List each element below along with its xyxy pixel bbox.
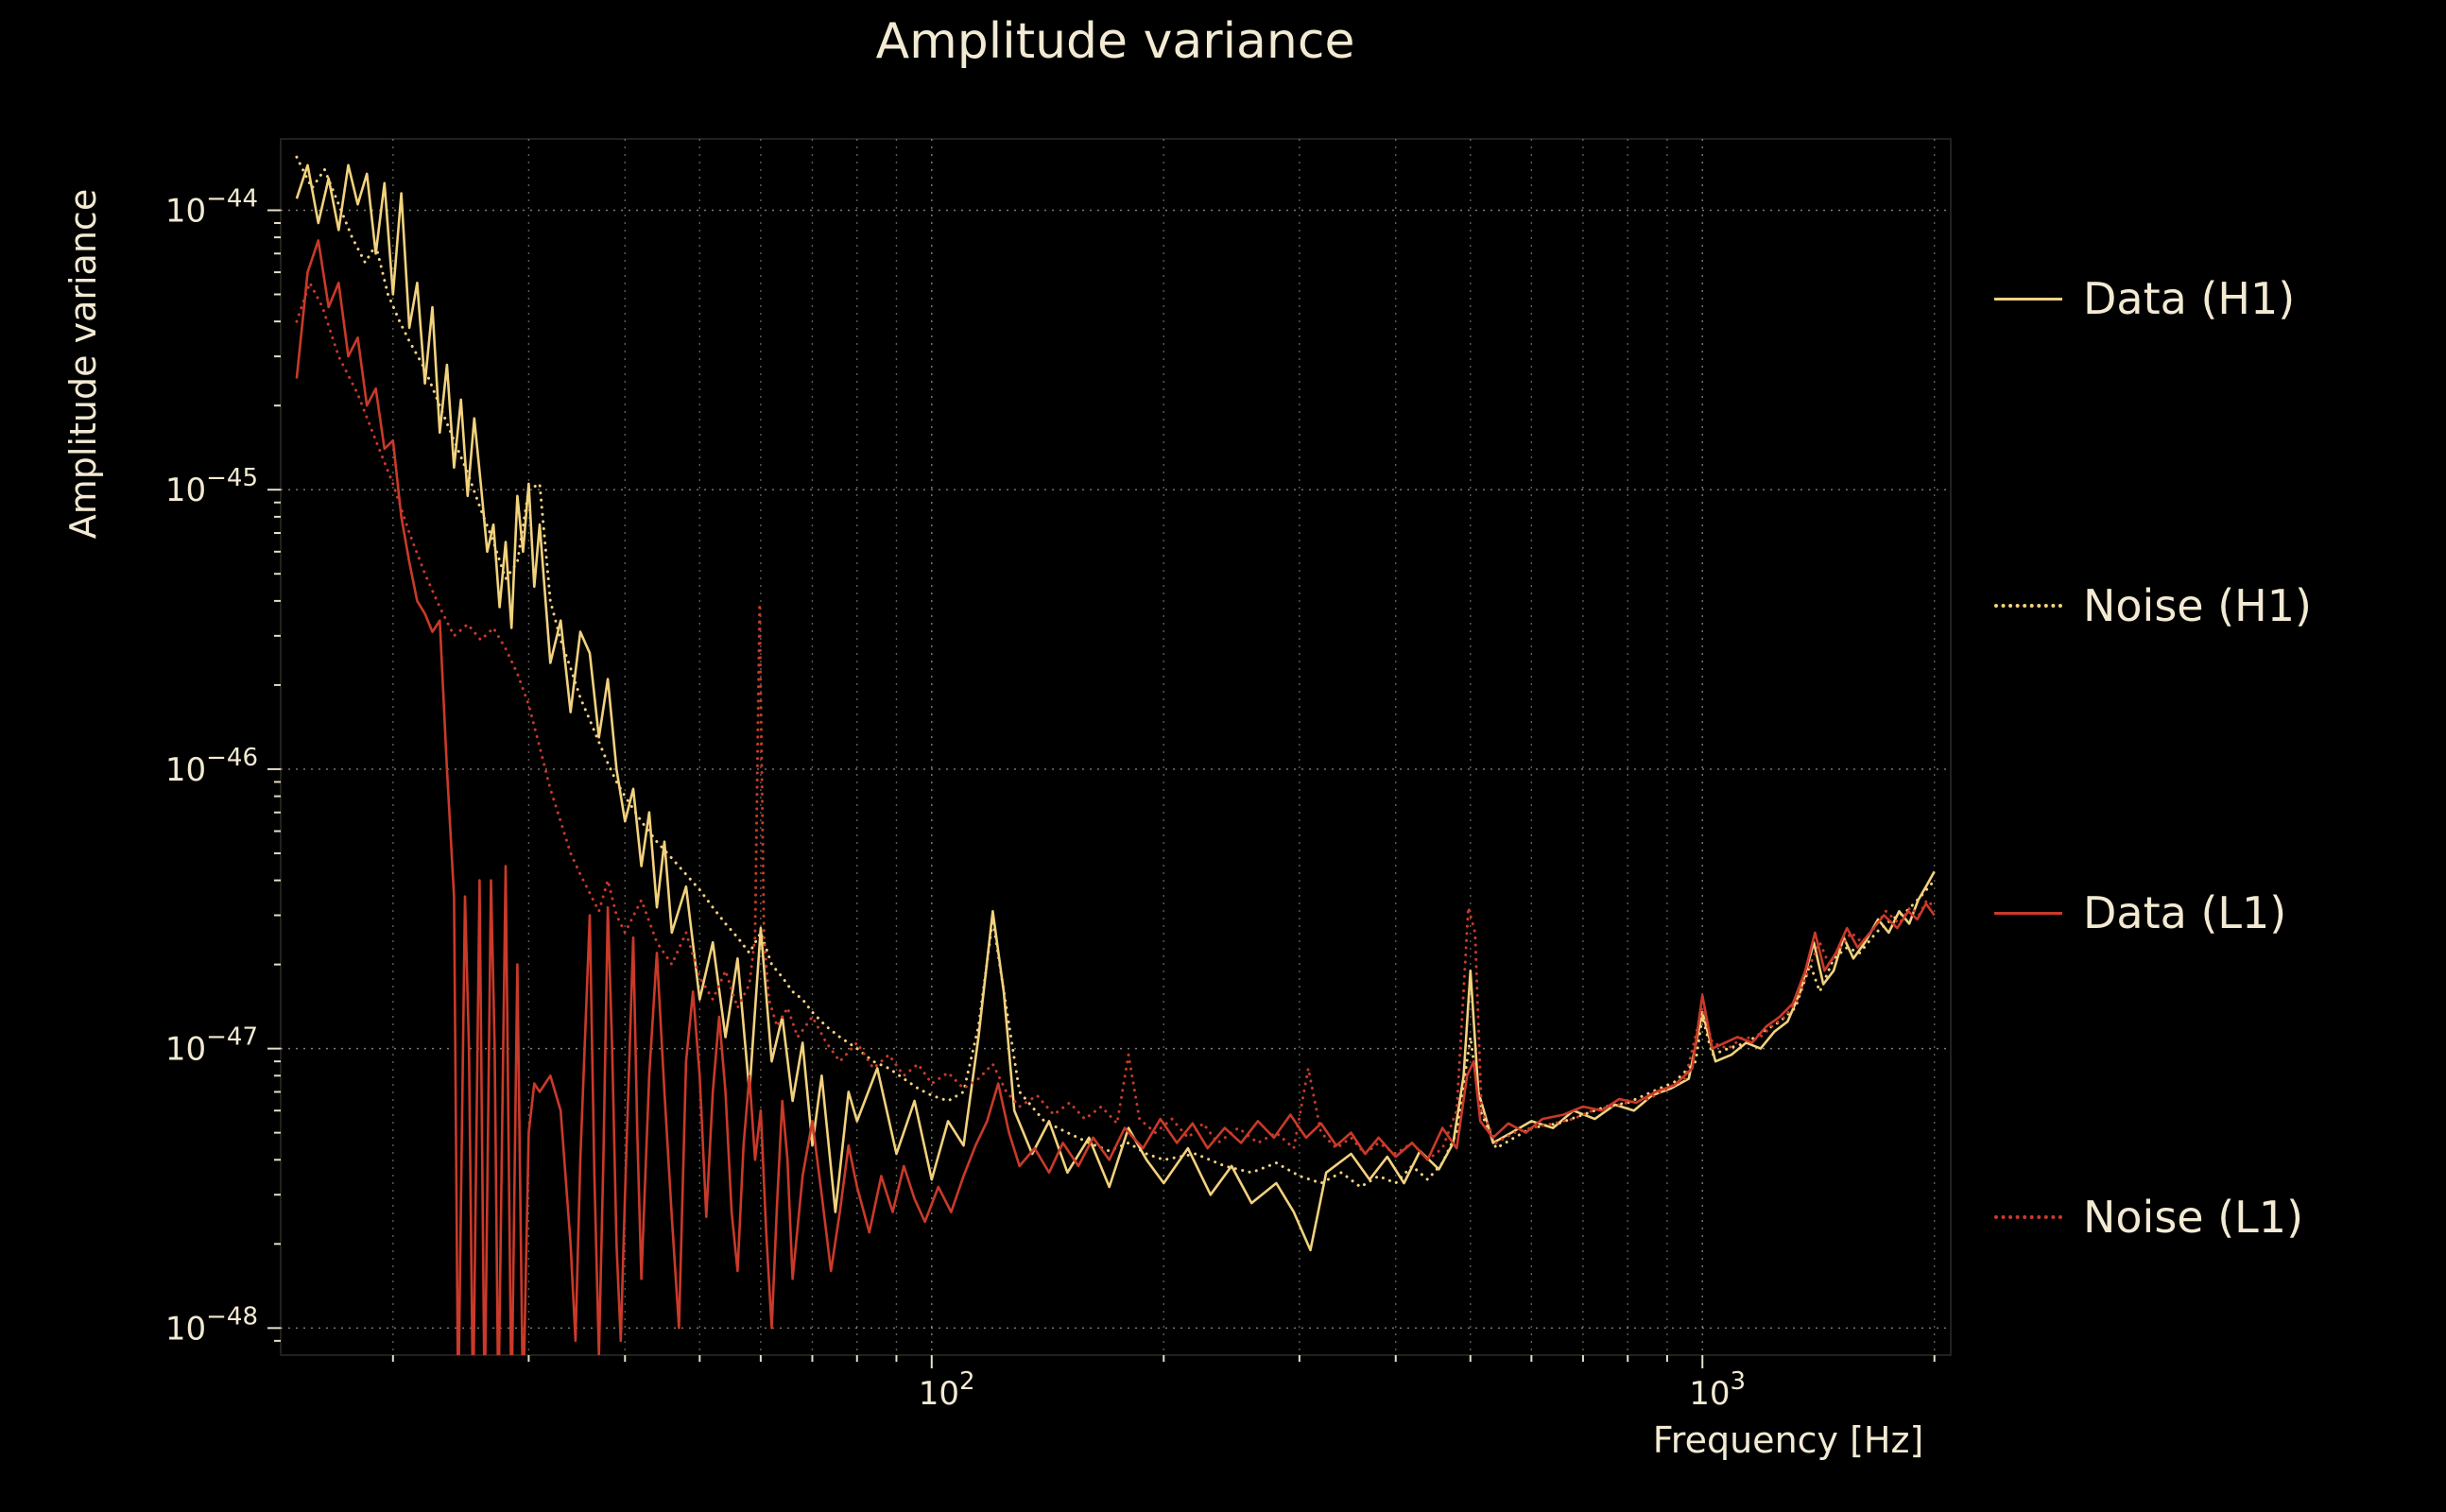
legend-line-sample-noise-l1	[1994, 1215, 2062, 1219]
x-axis-label: Frequency [Hz]	[1652, 1419, 1924, 1461]
legend-item-noise-l1: Noise (L1)	[1994, 1192, 2303, 1243]
plot-frame	[280, 138, 1952, 1356]
x-tick-label: 102	[919, 1367, 975, 1413]
y-tick-label: 10−48	[165, 1302, 258, 1348]
legend-item-data-l1: Data (L1)	[1994, 887, 2286, 938]
legend-item-data-h1: Data (H1)	[1994, 273, 2295, 324]
series-group	[295, 155, 1937, 1355]
legend-line-sample-data-h1	[1994, 297, 2062, 301]
series-path-data-h1	[295, 163, 1936, 1252]
series-path-noise-h1	[295, 155, 1937, 1189]
legend-item-noise-h1: Noise (H1)	[1994, 580, 2312, 631]
x-tick-label: 103	[1689, 1367, 1746, 1413]
series-path-data-l1	[295, 239, 1936, 1355]
chart-title: Amplitude variance	[875, 13, 1355, 70]
y-tick-label: 10−44	[165, 184, 258, 230]
legend-line-sample-data-l1	[1994, 911, 2062, 915]
y-tick-label: 10−46	[165, 744, 258, 789]
y-tick-label: 10−47	[165, 1023, 258, 1069]
legend-line-sample-noise-h1	[1994, 604, 2062, 608]
y-tick-label: 10−45	[165, 464, 258, 509]
legend-label-noise-l1: Noise (L1)	[2083, 1192, 2304, 1243]
legend-label-data-l1: Data (L1)	[2083, 887, 2287, 938]
legend: Data (H1) Noise (H1) Data (L1) Noise (L1)	[1983, 0, 2437, 1512]
legend-label-noise-h1: Noise (H1)	[2083, 580, 2312, 631]
series-path-noise-l1	[295, 281, 1937, 1161]
legend-label-data-h1: Data (H1)	[2083, 273, 2296, 324]
